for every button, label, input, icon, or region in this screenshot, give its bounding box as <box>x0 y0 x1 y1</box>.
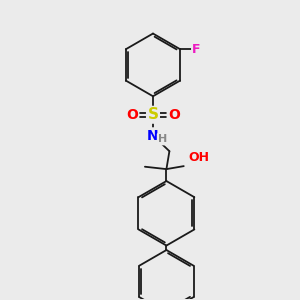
Text: H: H <box>158 134 167 144</box>
Text: N: N <box>147 129 159 143</box>
Text: F: F <box>192 43 201 56</box>
Text: OH: OH <box>189 151 210 164</box>
Text: O: O <box>126 108 138 122</box>
Text: O: O <box>168 108 180 122</box>
Text: S: S <box>148 107 158 122</box>
